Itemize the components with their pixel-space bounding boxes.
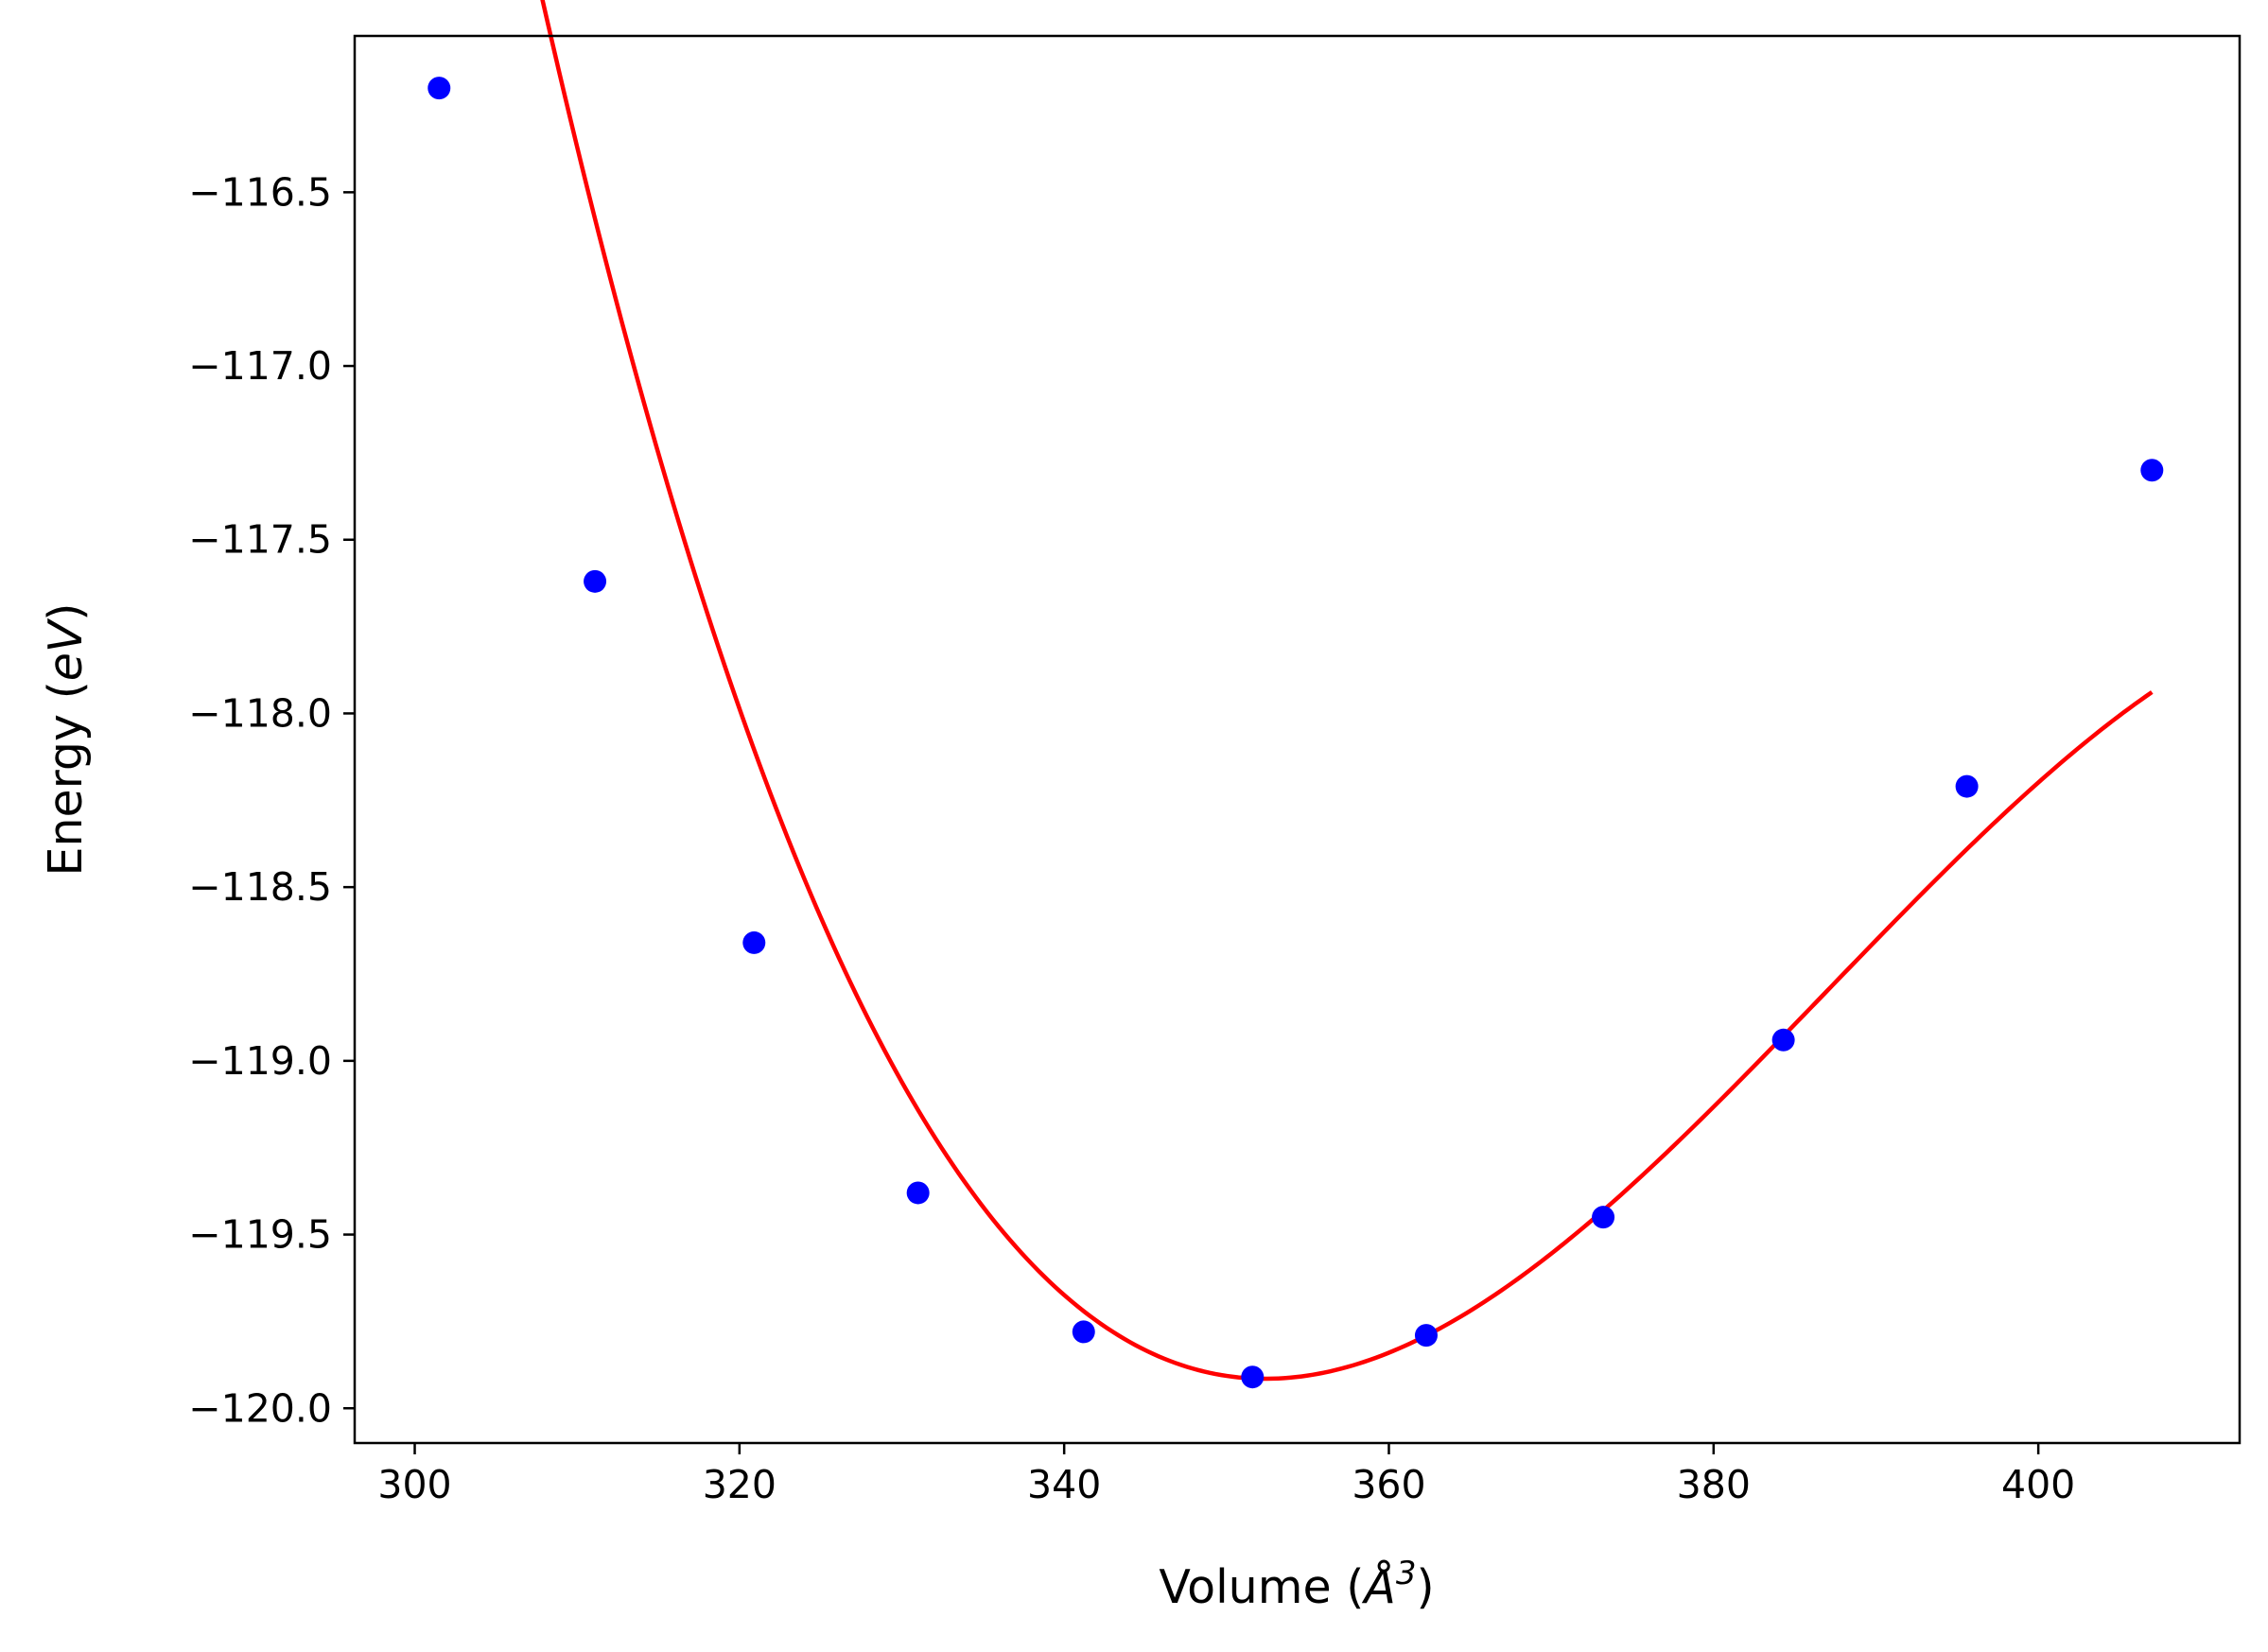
data-point [1414,1324,1438,1348]
y-axis-ticks: −120.0 −119.5 −119.0 −118.5 −118.0 −117.5 −117… [188,169,355,1431]
y-tick-label: −117.0 [188,343,332,389]
x-tick-label: 360 [1352,1462,1425,1507]
data-point [1072,1320,1095,1344]
y-tick-label: −118.0 [188,690,332,736]
axes-frame [353,34,2242,1445]
y-tick-label: −119.0 [188,1038,332,1084]
x-tick-label: 400 [2001,1462,2075,1507]
y-axis-label: Energy (eV) [39,602,93,876]
x-axis-label: Volume (Å3) [1159,1555,1434,1614]
fit-curve [540,0,2154,1382]
data-point [584,569,607,593]
data-point [1241,1365,1265,1389]
y-tick-label: −117.5 [188,517,332,563]
x-tick-label: 320 [703,1462,776,1507]
data-point [742,930,766,954]
plot-area [427,0,2164,1389]
data-point [1955,774,1979,798]
data-point [427,77,451,100]
data-point [1592,1206,1615,1229]
x-tick-label: 300 [377,1462,451,1507]
x-axis-ticks: 300 320 340 360 380 400 [377,1443,2075,1507]
y-tick-label: −116.5 [188,169,332,215]
data-point [1771,1028,1795,1052]
data-point [2140,459,2164,482]
y-tick-label: −119.5 [188,1212,332,1258]
y-tick-label: −118.5 [188,864,332,910]
data-point [906,1181,930,1205]
x-tick-label: 340 [1027,1462,1101,1507]
y-tick-label: −120.0 [188,1385,332,1431]
x-tick-label: 380 [1677,1462,1751,1507]
